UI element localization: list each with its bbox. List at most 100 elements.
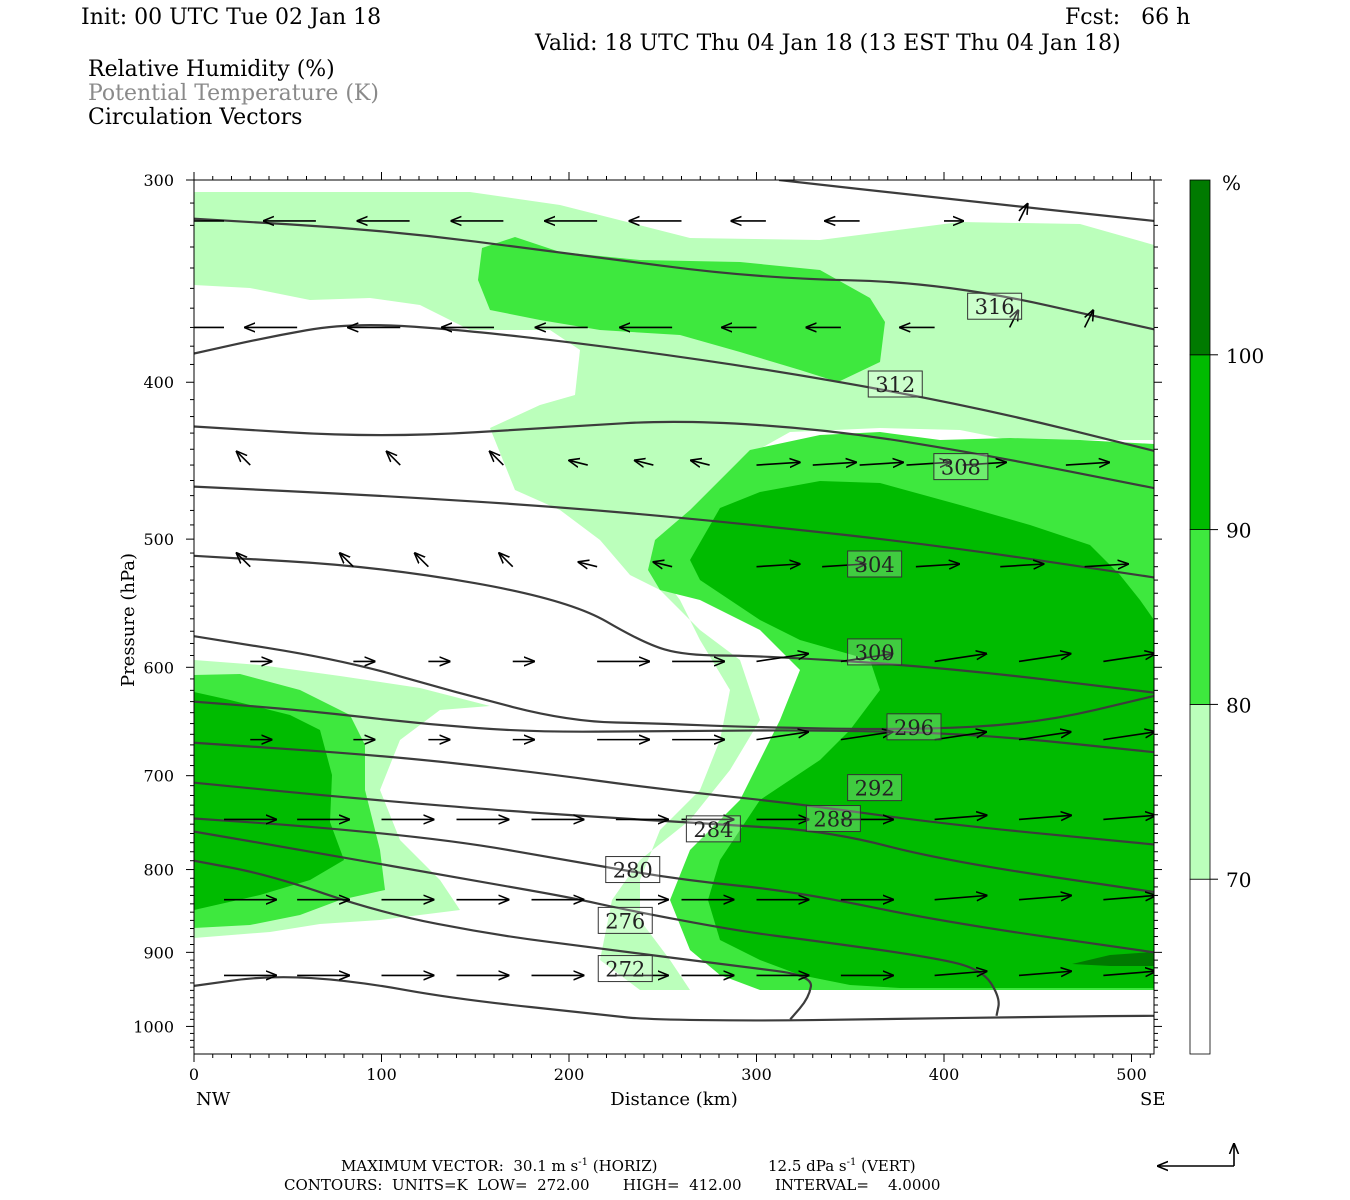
theta-label-text: 304 — [855, 553, 895, 577]
theta-label-308: 308 — [933, 453, 989, 481]
theta-label-300: 300 — [847, 638, 903, 666]
plot-frame — [193, 179, 1155, 1055]
max-vector-vert-value: 12.5 dPa s — [768, 1157, 847, 1175]
circulation-vector — [934, 815, 987, 819]
theta-label-316: 316 — [967, 292, 1023, 320]
field-vectors-label: Circulation Vectors — [88, 105, 303, 130]
y-tick-label: 700 — [143, 767, 174, 786]
init-time: Init: 00 UTC Tue 02 Jan 18 — [81, 5, 382, 30]
colorbar-level-label: 90 — [1226, 519, 1251, 543]
x-tick-label: 300 — [741, 1065, 772, 1084]
colorbar-swatch — [1189, 878, 1211, 1055]
theta-label-text: 308 — [941, 456, 981, 480]
axes-layer: 300 400 500 600 700 800 900 1000 0 100 200 300 400 50… — [133, 171, 1162, 1084]
circulation-vector — [237, 553, 251, 568]
rh-70-region-upper — [194, 192, 1154, 990]
max-vector-horiz-exp: -1 — [578, 1157, 588, 1168]
circulation-vector — [934, 896, 987, 900]
y-tick-label: 400 — [143, 373, 174, 392]
theta-contour-316 — [194, 324, 1154, 452]
circulation-vector — [1103, 971, 1154, 975]
circulation-vector — [635, 460, 654, 465]
circulation-vector — [499, 553, 514, 568]
colorbar-level-label: 70 — [1226, 868, 1251, 892]
circulation-vector — [579, 562, 598, 567]
theta-contour-300 — [194, 635, 1154, 731]
circulation-vector — [756, 462, 800, 465]
circulation-vector — [1103, 896, 1154, 900]
field-rh-label: Relative Humidity (%) — [88, 57, 335, 82]
max-vector-horiz-unit: (HORIZ) — [587, 1157, 658, 1175]
max-vector-vert-note: 12.5 dPa s-1 (VERT) — [768, 1157, 916, 1175]
circulation-vector — [756, 732, 808, 741]
circulation-vector — [1018, 815, 1071, 819]
circulation-vector — [1018, 732, 1070, 741]
max-vector-vert-unit: (VERT) — [856, 1157, 916, 1175]
x-right-end-label: SE — [1140, 1089, 1165, 1110]
theta-label-box — [847, 638, 903, 666]
theta-contour-304 — [194, 554, 1154, 694]
theta-label-box — [847, 774, 903, 802]
circulation-vector — [915, 564, 959, 567]
forecast-hour: Fcst: 66 h — [1065, 5, 1191, 30]
x-left-end-label: NW — [196, 1089, 231, 1110]
y-axis-label: Pressure (hPa) — [118, 553, 139, 687]
circulation-vector — [1084, 564, 1128, 567]
x-tick-label: 400 — [929, 1065, 960, 1084]
circulation-vector — [1065, 462, 1109, 465]
rh-90-region-lower — [194, 692, 344, 910]
circulation-vector — [387, 452, 401, 466]
theta-contour-320 — [194, 217, 1154, 331]
theta-label-text: 272 — [605, 958, 645, 982]
y-tick-label: 900 — [143, 943, 174, 962]
theta-label-text: 292 — [855, 777, 895, 801]
theta-contour-288 — [194, 781, 1154, 894]
circulation-vector — [822, 564, 865, 567]
y-tick-label: 1000 — [133, 1017, 174, 1036]
x-tick-label: 200 — [554, 1065, 585, 1084]
theta-label-text: 276 — [605, 909, 645, 933]
theta-label-text: 288 — [813, 808, 853, 832]
theta-label-box — [597, 906, 653, 934]
max-vector-vert-exp: -1 — [846, 1157, 857, 1168]
theta-label-284: 284 — [685, 815, 741, 843]
theta-label-box — [933, 453, 989, 481]
theta-label-text: 316 — [975, 295, 1015, 319]
x-axis-label: Distance (km) — [610, 1089, 737, 1110]
field-theta-label: Potential Temperature (K) — [88, 81, 379, 106]
theta-label-box — [605, 856, 661, 884]
y-tick-label: 800 — [143, 861, 174, 880]
circulation-vector — [691, 460, 710, 465]
theta-contour-324 — [778, 180, 1154, 223]
x-tick-label: 500 — [1116, 1065, 1147, 1084]
circulation-vector-layer — [194, 204, 1154, 975]
circulation-vector — [340, 553, 354, 568]
circulation-vector — [1083, 310, 1093, 328]
theta-label-text: 280 — [613, 859, 653, 883]
theta-label-272: 272 — [597, 955, 653, 983]
theta-contour-296 — [194, 700, 1154, 754]
circulation-vector — [756, 564, 800, 567]
circulation-vector — [1103, 654, 1154, 663]
circulation-vector — [1018, 204, 1027, 222]
circulation-vector — [1103, 732, 1154, 741]
theta-label-text: 312 — [875, 373, 915, 397]
circulation-vector — [906, 462, 950, 465]
colorbar-swatch — [1189, 354, 1211, 530]
theta-contour-272 — [194, 976, 1154, 1022]
theta-label-288: 288 — [805, 805, 861, 833]
theta-contour-284 — [194, 817, 1154, 954]
rh-100-region — [1072, 952, 1154, 966]
humidity-shading — [194, 192, 1154, 990]
theta-label-box — [805, 805, 861, 833]
circulation-vector — [934, 654, 986, 663]
theta-label-text: 296 — [894, 716, 934, 740]
theta-label-280: 280 — [605, 856, 661, 884]
colorbar-unit: % — [1222, 171, 1241, 195]
theta-label-box — [597, 955, 653, 983]
theta-label-box — [867, 370, 923, 398]
theta-label-text: 284 — [693, 818, 733, 842]
rh-80-region-upper — [478, 237, 885, 382]
